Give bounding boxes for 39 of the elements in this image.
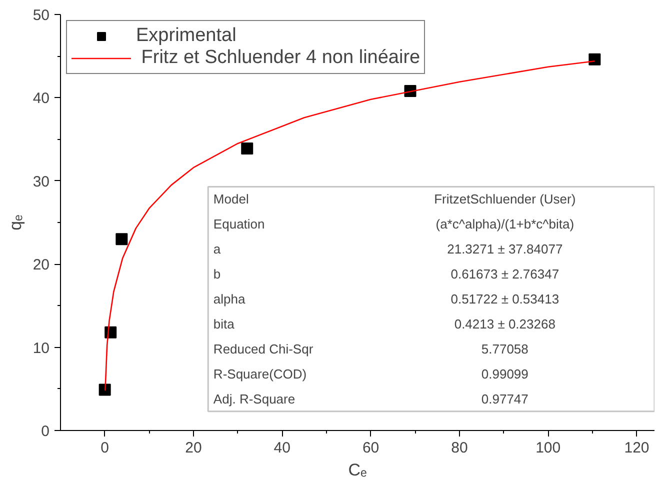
y-axis-title: qₑ	[6, 214, 25, 230]
annotation: Equation	[213, 216, 265, 232]
annotation: 0.97747	[481, 391, 528, 406]
point	[116, 233, 128, 246]
x-tick-label: 40	[274, 440, 290, 456]
annotation: 21.3271 ± 37.84077	[447, 242, 563, 257]
annotation: 0.61673 ± 2.76347	[450, 266, 560, 282]
annotation: 0.51722 ± 0.53413	[450, 292, 560, 307]
legend-label: Exprimental	[136, 25, 236, 47]
annotation: 5.77058	[481, 341, 528, 356]
legend-label: Fritz et Schluender 4 non linéaire	[140, 47, 420, 69]
x-tick-label: 60	[362, 440, 380, 456]
annotation: alpha	[213, 292, 246, 307]
annotation: 0.4213 ± 0.23268	[454, 316, 556, 332]
point	[241, 142, 254, 154]
annotation: Reduced Chi-Sqr	[213, 341, 314, 356]
x-tick-label: 0	[100, 440, 109, 456]
y-tick-label: 20	[32, 256, 50, 274]
annotation: (a*c^alpha)/(1+b*c^bita)	[436, 216, 574, 232]
annotation: b	[213, 266, 221, 282]
y-tick-label: 30	[32, 173, 50, 190]
x-axis-title: Cₑ	[348, 460, 367, 480]
x-tick-label: 120	[624, 440, 650, 456]
annotation: bita	[213, 316, 236, 332]
y-tick-label: 0	[41, 423, 50, 440]
annotation: FritzetSchluender (User)	[434, 192, 576, 207]
annotation: R-Square(COD)	[213, 366, 307, 382]
point	[98, 384, 111, 396]
x-tick-label: 100	[536, 440, 561, 456]
annotation: Adj. R-Square	[213, 391, 296, 406]
annotation: Model	[213, 192, 249, 207]
annotation: a	[213, 242, 222, 257]
y-tick-label: 40	[32, 90, 50, 108]
y-tick-label: 50	[32, 7, 50, 24]
annotation: 0.99099	[481, 366, 528, 382]
point	[588, 53, 601, 66]
x-tick-label: 80	[451, 440, 468, 456]
y-tick-label: 10	[32, 340, 50, 357]
x-tick-label: 20	[185, 440, 202, 456]
